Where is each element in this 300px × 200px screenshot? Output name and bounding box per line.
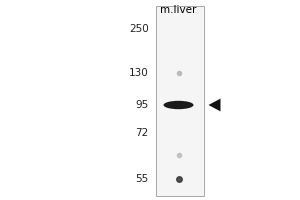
Text: 130: 130 — [129, 68, 148, 78]
Ellipse shape — [164, 101, 194, 109]
Bar — [156, 6, 204, 196]
Polygon shape — [208, 99, 220, 111]
Text: 72: 72 — [135, 128, 148, 138]
Text: 95: 95 — [135, 100, 148, 110]
Text: m.liver: m.liver — [160, 5, 197, 15]
Text: 55: 55 — [135, 174, 148, 184]
Text: 250: 250 — [129, 24, 148, 34]
